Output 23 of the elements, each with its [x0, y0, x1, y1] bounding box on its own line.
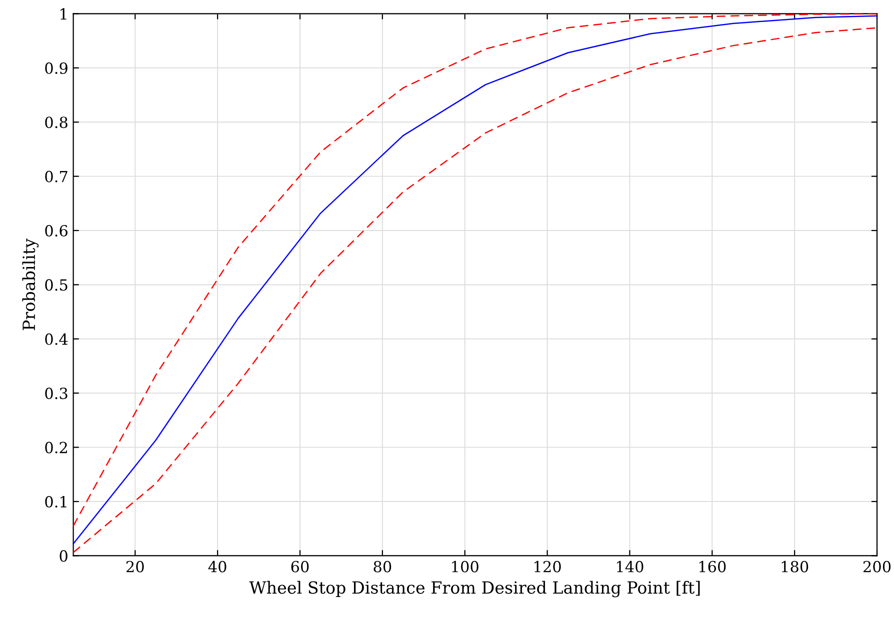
y-axis-title: Probability — [22, 238, 39, 330]
x-tick-label: 140 — [617, 560, 644, 572]
y-tick-label: 0.4 — [45, 333, 68, 345]
y-tick-label: 0.1 — [45, 496, 66, 508]
y-tick-label: 0.6 — [45, 224, 68, 237]
y-tick-label: 0.3 — [45, 388, 68, 400]
x-axis-title: Wheel Stop Distance From Desired Landing Point [ft] — [249, 580, 700, 598]
y-tick-label: 0.2 — [45, 442, 67, 454]
y-tick-label: 0.9 — [45, 62, 68, 74]
x-tick-label: 120 — [534, 560, 561, 572]
x-tick-label: 60 — [291, 560, 309, 572]
x-tick-label: 40 — [208, 560, 226, 572]
x-tick-label: 160 — [699, 560, 726, 572]
x-tick-label: 100 — [452, 560, 478, 572]
y-tick-label: 0.7 — [45, 170, 68, 182]
x-tick-label: 80 — [374, 560, 392, 572]
y-tick-label: 0 — [60, 550, 68, 562]
x-tick-label: 180 — [782, 560, 808, 572]
x-tick-label: 20 — [126, 560, 144, 572]
y-tick-label: 0.8 — [45, 116, 68, 128]
y-tick-label: 1 — [60, 8, 66, 20]
x-tick-label: 200 — [863, 560, 891, 572]
y-tick-label: 0.5 — [45, 279, 68, 291]
